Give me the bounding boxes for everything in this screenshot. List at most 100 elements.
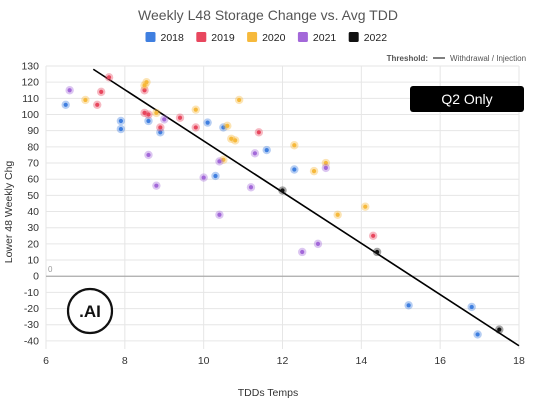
point-2018 (262, 145, 271, 155)
point-2018 (116, 116, 126, 126)
threshold-legend-title: Threshold: (387, 54, 428, 63)
point-core (83, 97, 88, 103)
point-2022 (278, 186, 287, 195)
point-core (221, 157, 226, 162)
legend-item-2021: 2021 (297, 32, 337, 44)
point-core (144, 80, 149, 85)
point-2018 (467, 302, 476, 312)
legend-swatch (196, 32, 207, 42)
point-core (363, 204, 368, 209)
point-2020 (333, 210, 342, 219)
y-tick-label: 30 (27, 222, 39, 234)
point-core (154, 183, 159, 188)
point-core (193, 125, 198, 130)
y-tick-label: -10 (24, 287, 39, 299)
point-core (375, 249, 380, 255)
point-2020 (81, 95, 90, 105)
point-2020 (290, 141, 299, 150)
y-tick-label: 80 (27, 141, 39, 153)
point-2018 (144, 116, 153, 126)
y-tick-label: 90 (27, 125, 39, 137)
x-tick-label: 18 (513, 355, 525, 367)
point-core (193, 107, 198, 112)
point-core (205, 120, 210, 125)
x-tick-label: 12 (277, 355, 289, 367)
point-core (95, 102, 100, 107)
point-core (323, 160, 328, 166)
point-2020 (191, 105, 200, 114)
legend-label: 2020 (262, 32, 286, 44)
point-2021 (321, 163, 331, 173)
point-2018 (156, 128, 165, 137)
point-core (142, 110, 147, 115)
point-core (118, 126, 123, 132)
point-2019 (140, 86, 149, 95)
point-core (311, 169, 317, 174)
point-core (292, 143, 297, 148)
threshold-line (92, 68, 520, 347)
point-core (67, 88, 72, 93)
point-core (146, 112, 151, 117)
point-core (217, 159, 222, 164)
point-core (264, 147, 269, 153)
legend-label: 2021 (313, 32, 337, 44)
point-core (300, 249, 305, 255)
y-ticks: 1301201101009080706050403020100-10-20-30… (21, 61, 39, 348)
point-core (371, 233, 376, 238)
x-tick-label: 6 (43, 355, 49, 367)
point-core (406, 303, 411, 308)
point-2021 (246, 183, 256, 192)
point-core (292, 167, 297, 172)
point-core (213, 173, 218, 179)
y-tick-label: 110 (22, 93, 39, 105)
point-2022 (495, 325, 504, 334)
point-core (217, 212, 222, 217)
x-ticks: 6 8 10 12 14 16 18 (43, 355, 525, 367)
point-2020 (234, 95, 244, 105)
point-2019 (96, 87, 106, 97)
point-core (323, 165, 328, 170)
point-2018 (116, 124, 126, 134)
point-core (497, 327, 502, 332)
q2-badge-background (410, 86, 524, 112)
point-2022 (372, 247, 382, 257)
point-2021 (144, 150, 153, 160)
point-core (475, 332, 480, 337)
y-axis-label: Lower 48 Weekly Chg (3, 161, 15, 264)
y-tick-label: 120 (21, 77, 39, 89)
point-2019 (175, 113, 185, 122)
point-core (469, 304, 474, 310)
point-core (158, 125, 163, 130)
point-2019 (254, 128, 264, 137)
point-core (315, 241, 321, 246)
y-tick-label: 70 (27, 158, 39, 170)
y-tick-label: 130 (21, 61, 39, 73)
logo-circle (66, 287, 114, 335)
point-core (146, 118, 151, 124)
point-2020 (152, 108, 161, 118)
y-tick-label: 0 (33, 271, 39, 283)
point-core (201, 175, 206, 180)
logo: .AI (66, 287, 114, 335)
y-tick-label: 100 (21, 109, 39, 121)
point-2019 (144, 110, 153, 119)
point-core (237, 97, 242, 103)
point-2020 (231, 136, 240, 145)
threshold-legend: Threshold: Withdrawal / Injection (387, 54, 526, 63)
point-core (142, 88, 147, 93)
point-2021 (152, 181, 161, 190)
point-2018 (211, 171, 220, 181)
logo-text: .AI (79, 302, 101, 321)
chart-title: Weekly L48 Storage Change vs. Avg TDD (138, 7, 398, 23)
point-core (177, 115, 183, 120)
legend-item-2020: 2020 (247, 32, 286, 44)
y-tick-label: 20 (27, 238, 39, 250)
point-2018 (61, 100, 70, 110)
point-2021 (250, 149, 260, 158)
point-core (118, 118, 123, 124)
threshold-legend-label: Withdrawal / Injection (450, 54, 526, 63)
x-axis-label: TDDs Temps (238, 387, 298, 399)
legend-item-2022: 2022 (348, 32, 387, 44)
point-2021 (160, 115, 169, 124)
point-2018 (203, 118, 212, 127)
